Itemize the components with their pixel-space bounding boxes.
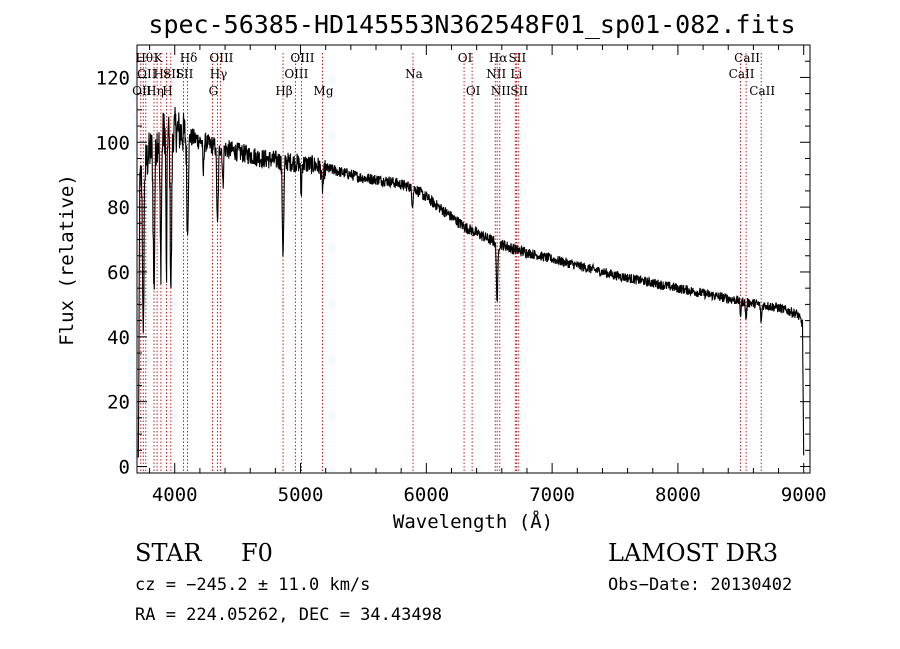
- line-marker-label: Na: [405, 67, 423, 81]
- line-marker-label: CaII: [749, 84, 775, 98]
- line-marker-label: SII: [509, 51, 527, 65]
- x-tick-label: 5000: [278, 484, 324, 506]
- y-tick-label: 80: [107, 197, 130, 219]
- y-tick-label: 100: [96, 132, 130, 154]
- x-tick-label: 9000: [781, 484, 827, 506]
- y-axis-label: Flux (relative): [56, 174, 78, 346]
- line-marker-label: Hδ: [180, 51, 198, 65]
- line-marker-label: CaII: [729, 67, 755, 81]
- line-marker-label: Hα: [489, 51, 508, 65]
- x-axis-label: Wavelength (Å): [393, 510, 553, 533]
- y-tick-label: 20: [107, 392, 130, 414]
- object-subclass: F0: [241, 539, 273, 567]
- line-marker-label: SII: [176, 67, 194, 81]
- obs-date: Obs−Date: 20130402: [608, 575, 792, 595]
- line-marker-label: NII: [491, 84, 511, 98]
- line-marker-label: K: [154, 51, 164, 65]
- spectrum-figure: spec-56385-HD145553N362548F01_sp01-082.f…: [0, 0, 900, 649]
- y-tick-label: 0: [119, 457, 130, 479]
- chart-title: spec-56385-HD145553N362548F01_sp01-082.f…: [148, 10, 795, 39]
- coordinates: RA = 224.05262, DEC = 34.43498: [135, 605, 442, 625]
- y-tick-label: 60: [107, 262, 130, 284]
- x-tick-label: 8000: [655, 484, 701, 506]
- x-tick-label: 4000: [152, 484, 198, 506]
- line-marker-label: SII: [510, 84, 528, 98]
- spectral-line-markers: OIIHθOIIHηKHεHSIISIIHδGHγOIIIHβOIIIOIIIM…: [132, 51, 775, 473]
- x-tick-label: 7000: [529, 484, 575, 506]
- line-marker-label: OI: [466, 84, 481, 98]
- object-class: STAR: [135, 539, 202, 567]
- line-marker-label: Hγ: [210, 67, 228, 81]
- y-tick-label: 40: [107, 327, 130, 349]
- redshift-text: cz = −245.2 ± 11.0 km/s: [135, 575, 370, 595]
- x-tick-label: 6000: [403, 484, 449, 506]
- line-marker-label: Mg: [314, 84, 334, 98]
- survey-name: LAMOST DR3: [608, 539, 778, 567]
- line-marker-label: OIII: [284, 67, 308, 81]
- y-axis-ticks: 0 20 40 60 80 100 120: [96, 61, 810, 478]
- plot-frame: [137, 45, 810, 473]
- y-tick-label: 120: [96, 67, 130, 89]
- x-axis-ticks: 4000 5000 6000 7000 8000 9000: [150, 45, 827, 506]
- line-marker-label: OIII: [209, 51, 233, 65]
- line-marker-label: CaII: [734, 51, 760, 65]
- line-marker-label: OIII: [290, 51, 314, 65]
- line-marker-label: Hθ: [135, 51, 153, 65]
- line-marker-label: Hβ: [275, 84, 292, 98]
- line-marker-label: G: [209, 84, 219, 98]
- line-marker-label: NII: [486, 67, 506, 81]
- line-marker-label: OI: [458, 51, 473, 65]
- spectrum-line: [138, 107, 804, 457]
